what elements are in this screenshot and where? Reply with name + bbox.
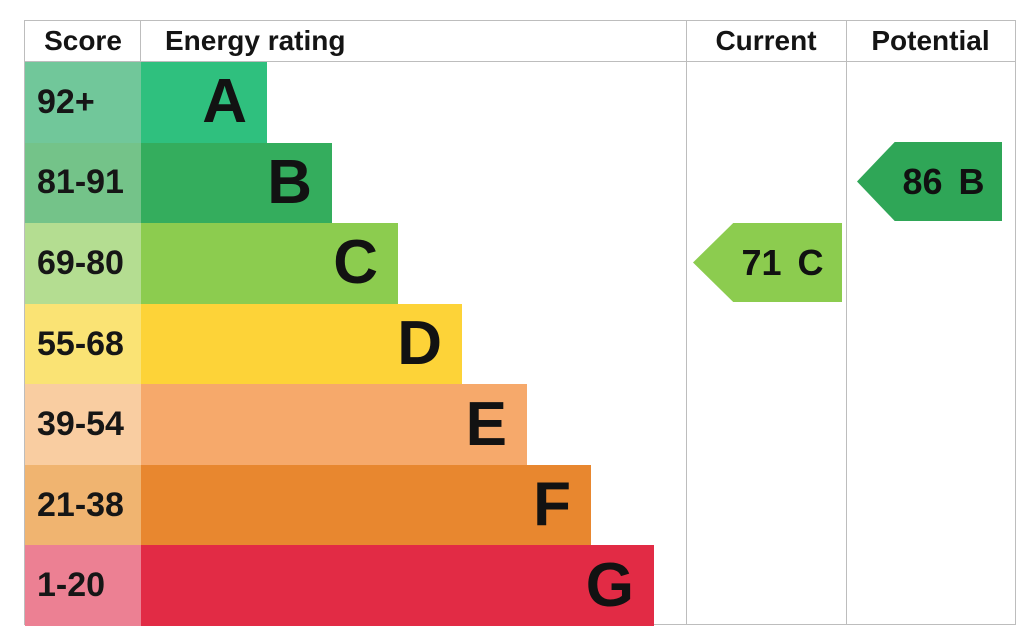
header-energy-rating: Energy rating	[165, 25, 346, 56]
epc-table: Score Energy rating Current Potential 92…	[24, 20, 1016, 627]
band-letter-b: B	[267, 147, 312, 217]
rating-bar-e: E	[141, 384, 527, 465]
band-row-e: 39-54 E	[25, 384, 1015, 465]
band-rows: 92+ A 81-91 B 69-80 C 55-68 D	[25, 62, 1015, 627]
header-potential: Potential	[871, 25, 990, 56]
band-row-g: 1-20 G	[25, 545, 1015, 627]
header-score: Score	[44, 25, 122, 56]
potential-score: 86	[902, 160, 943, 202]
band-letter-f: F	[533, 470, 571, 540]
band-row-b: 81-91 B	[25, 142, 1015, 224]
band-letter-c: C	[333, 228, 378, 298]
score-range-c: 69-80	[25, 223, 141, 304]
score-column-divider	[140, 21, 141, 61]
score-range-g: 1-20	[25, 545, 141, 627]
band-letter-d: D	[397, 309, 442, 379]
rating-bar-b: B	[141, 142, 332, 224]
score-range-b: 81-91	[25, 142, 141, 224]
band-letter-e: E	[465, 389, 507, 459]
current-score: 71	[741, 241, 782, 283]
band-row-d: 55-68 D	[25, 303, 1015, 385]
current-band: C	[797, 241, 824, 283]
rating-bar-a: A	[141, 62, 267, 143]
score-range-d: 55-68	[25, 303, 141, 385]
header-divider-line	[25, 61, 1015, 62]
band-letter-a: A	[202, 67, 247, 137]
potential-column-divider	[846, 21, 847, 624]
rating-bar-c: C	[141, 223, 398, 304]
rating-bar-g: G	[141, 545, 654, 627]
rating-bar-f: F	[141, 464, 591, 546]
score-range-f: 21-38	[25, 464, 141, 546]
band-row-a: 92+ A	[25, 62, 1015, 143]
band-row-f: 21-38 F	[25, 464, 1015, 546]
header-current: Current	[715, 25, 817, 56]
band-letter-g: G	[585, 550, 634, 620]
current-column-divider	[686, 21, 687, 624]
rating-bar-d: D	[141, 303, 462, 385]
header-row: Score Energy rating Current Potential	[25, 21, 1015, 61]
score-range-e: 39-54	[25, 384, 141, 465]
potential-band: B	[958, 160, 985, 202]
score-range-a: 92+	[25, 62, 141, 143]
band-row-c: 69-80 C	[25, 223, 1015, 304]
